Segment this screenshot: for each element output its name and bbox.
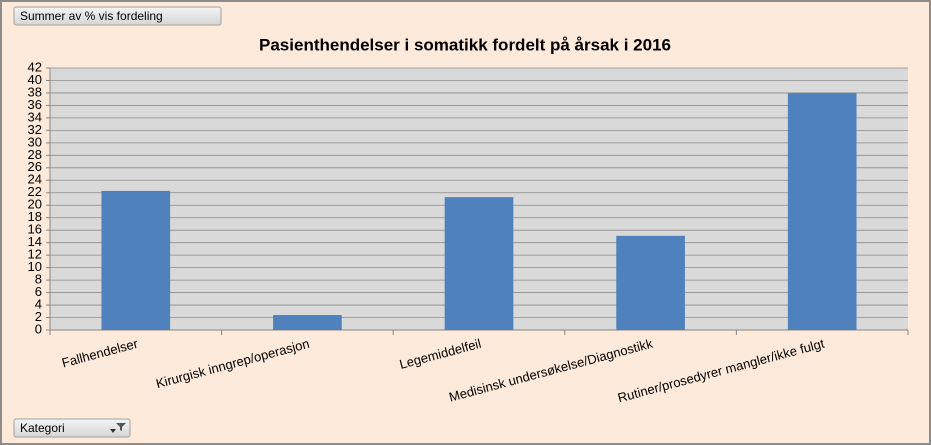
y-tick-label: 20	[28, 197, 42, 212]
button-label: Kategori	[20, 421, 65, 435]
dropdown-arrow	[110, 429, 116, 433]
bar	[616, 235, 685, 330]
plot-area: 024681012141618202224262830323436384042F…	[28, 59, 909, 405]
y-tick-label: 32	[28, 122, 42, 137]
y-tick-label: 4	[35, 296, 42, 311]
y-tick-label: 6	[35, 284, 42, 299]
y-tick-label: 16	[28, 222, 42, 237]
y-tick-label: 38	[28, 84, 42, 99]
y-tick-label: 36	[28, 97, 42, 112]
button-label: Summer av % vis fordeling	[20, 9, 163, 23]
bar	[787, 92, 857, 330]
bar	[273, 315, 342, 330]
y-tick-label: 0	[35, 321, 42, 336]
y-tick-label: 12	[28, 247, 42, 262]
y-tick-label: 40	[28, 72, 42, 87]
y-tick-label: 10	[28, 259, 42, 274]
y-tick-label: 28	[28, 147, 42, 162]
value-field-button[interactable]: Summer av % vis fordeling	[13, 6, 222, 26]
category-field-button[interactable]: Kategori	[13, 418, 131, 438]
bar	[101, 190, 171, 330]
y-tick-label: 18	[28, 209, 42, 224]
y-tick-label: 2	[35, 309, 42, 324]
y-tick-label: 24	[28, 172, 42, 187]
y-tick-label: 34	[28, 109, 42, 124]
y-tick-label: 42	[28, 59, 42, 74]
y-tick-label: 22	[28, 184, 42, 199]
filter-icon	[116, 423, 126, 431]
y-tick-label: 14	[28, 234, 42, 249]
bar	[444, 197, 514, 330]
y-tick-label: 8	[35, 272, 42, 287]
y-tick-label: 30	[28, 134, 42, 149]
y-tick-label: 26	[28, 159, 42, 174]
chart-title: Pasienthendelser i somatikk fordelt på å…	[259, 35, 671, 54]
